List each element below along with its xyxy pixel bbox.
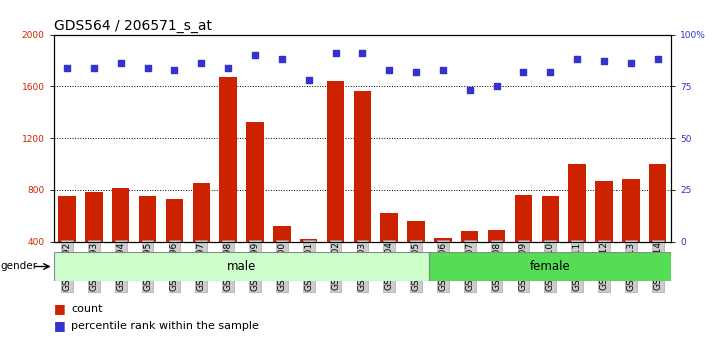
Point [652, 57, 663, 62]
Point [196, 61, 207, 66]
Bar [112, 188, 129, 293]
Bar [407, 221, 425, 293]
Text: GSM19212: GSM19212 [600, 241, 608, 290]
Text: GSM19205: GSM19205 [411, 241, 421, 290]
Text: GSM19214: GSM19214 [653, 241, 662, 290]
Point [222, 65, 233, 70]
Text: GSM19195: GSM19195 [143, 241, 152, 291]
Point [464, 88, 476, 93]
Point [545, 69, 556, 75]
Text: female: female [530, 260, 570, 273]
Point [598, 59, 610, 64]
Point [491, 83, 503, 89]
Point [115, 61, 126, 66]
Bar [327, 81, 344, 293]
Text: ■: ■ [54, 319, 65, 333]
Point [437, 67, 448, 72]
Text: GSM19213: GSM19213 [626, 241, 635, 290]
Bar [649, 164, 666, 293]
Text: GSM19196: GSM19196 [170, 241, 179, 291]
Point [625, 61, 637, 66]
Bar [85, 193, 103, 293]
Bar [353, 91, 371, 293]
Text: GSM19203: GSM19203 [358, 241, 367, 290]
Bar [139, 196, 156, 293]
Point [169, 67, 180, 72]
Text: male: male [227, 260, 256, 273]
Text: GSM19199: GSM19199 [251, 241, 259, 291]
Text: GSM19193: GSM19193 [89, 241, 99, 291]
Text: GSM19200: GSM19200 [277, 241, 286, 290]
Bar [219, 77, 237, 293]
Bar [622, 179, 640, 293]
Bar [515, 195, 532, 293]
Point [571, 57, 583, 62]
Text: GSM19201: GSM19201 [304, 241, 313, 290]
Point [411, 69, 422, 75]
Point [303, 77, 314, 83]
Text: GSM19211: GSM19211 [573, 241, 582, 290]
Point [518, 69, 529, 75]
Text: GSM19204: GSM19204 [385, 241, 393, 290]
Text: GSM19202: GSM19202 [331, 241, 340, 290]
Bar [300, 239, 318, 293]
Text: GDS564 / 206571_s_at: GDS564 / 206571_s_at [54, 19, 211, 33]
Point [61, 65, 73, 70]
Bar [54, 252, 430, 281]
Bar [568, 164, 586, 293]
Point [142, 65, 154, 70]
Point [276, 57, 288, 62]
Bar [59, 196, 76, 293]
Bar [434, 238, 452, 293]
Point [249, 52, 261, 58]
Bar [430, 252, 671, 281]
Bar [273, 226, 291, 293]
Text: GSM19194: GSM19194 [116, 241, 125, 290]
Bar [595, 181, 613, 293]
Bar [166, 199, 183, 293]
Point [330, 50, 341, 56]
Bar [246, 122, 263, 293]
Text: GSM19206: GSM19206 [438, 241, 448, 290]
Point [383, 67, 395, 72]
Text: gender: gender [1, 262, 38, 271]
Text: GSM19209: GSM19209 [519, 241, 528, 290]
Bar [461, 231, 478, 293]
Point [357, 50, 368, 56]
Text: count: count [71, 304, 103, 314]
Text: GSM19207: GSM19207 [466, 241, 474, 290]
Bar [193, 183, 210, 293]
Text: GSM19198: GSM19198 [223, 241, 233, 291]
Bar [542, 196, 559, 293]
Text: GSM19192: GSM19192 [63, 241, 71, 290]
Bar [381, 213, 398, 293]
Text: ■: ■ [54, 302, 65, 315]
Text: GSM19210: GSM19210 [545, 241, 555, 290]
Text: percentile rank within the sample: percentile rank within the sample [71, 321, 259, 331]
Text: GSM19208: GSM19208 [492, 241, 501, 290]
Point [88, 65, 99, 70]
Bar [488, 230, 506, 293]
Text: GSM19197: GSM19197 [197, 241, 206, 291]
